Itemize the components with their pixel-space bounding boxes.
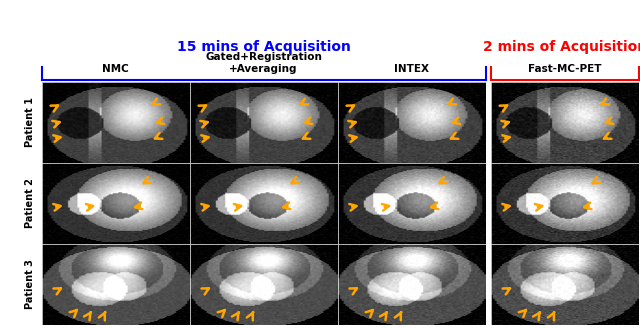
Text: Patient 1: Patient 1 [25,97,35,147]
Text: 15 mins of Acquisition: 15 mins of Acquisition [177,40,351,54]
Text: Gated+Registration
+Averaging: Gated+Registration +Averaging [205,52,322,74]
Text: NMC: NMC [102,64,129,74]
Text: 2 mins of Acquisition: 2 mins of Acquisition [483,40,640,54]
Text: Patient 3: Patient 3 [25,259,35,309]
Text: Fast-MC-PET: Fast-MC-PET [528,64,602,74]
Text: Patient 2: Patient 2 [25,178,35,228]
Text: INTEX: INTEX [394,64,429,74]
